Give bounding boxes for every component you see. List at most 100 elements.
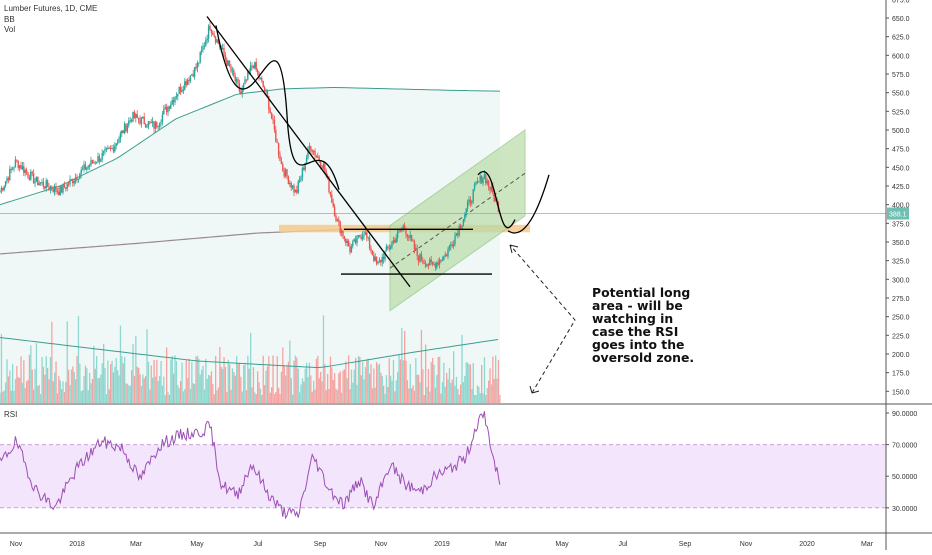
candle-body bbox=[371, 251, 374, 256]
candle-body bbox=[455, 233, 458, 236]
candle-body bbox=[17, 160, 19, 169]
candle-body bbox=[234, 75, 236, 82]
volume-bar bbox=[324, 364, 326, 403]
volume-bar bbox=[416, 374, 418, 403]
candle-body bbox=[205, 40, 207, 46]
candle-body bbox=[359, 235, 361, 238]
volume-bar bbox=[465, 362, 467, 403]
candle-body bbox=[345, 238, 347, 244]
candle-body bbox=[249, 65, 252, 72]
candle-body bbox=[297, 181, 299, 193]
candle-body bbox=[251, 65, 253, 67]
volume-bar bbox=[306, 362, 308, 403]
candle-body bbox=[461, 225, 463, 229]
candle-body bbox=[354, 239, 357, 244]
volume-bar bbox=[427, 369, 430, 403]
candle-body bbox=[308, 146, 311, 148]
candle-body bbox=[410, 235, 413, 240]
candle-body bbox=[49, 186, 52, 190]
volume-bar bbox=[402, 360, 404, 403]
candle-body bbox=[335, 216, 337, 221]
candle-body bbox=[293, 185, 295, 193]
volume-bar bbox=[492, 356, 494, 403]
volume-bar bbox=[454, 385, 456, 403]
volume-bar bbox=[59, 380, 61, 403]
volume-bar bbox=[441, 381, 444, 403]
candle-body bbox=[262, 80, 264, 88]
candle-body bbox=[319, 161, 322, 167]
volume-bar bbox=[224, 367, 227, 403]
volume-bar bbox=[467, 362, 469, 403]
trade-note: Potential long area - will be watching i… bbox=[592, 286, 702, 364]
candle-body bbox=[305, 157, 308, 164]
candle-body bbox=[51, 186, 53, 190]
volume-bar bbox=[159, 375, 161, 403]
candle-body bbox=[0, 187, 3, 192]
volume-bar bbox=[136, 366, 138, 403]
volume-bar bbox=[79, 363, 81, 403]
price-tick-label: 400.0 bbox=[892, 203, 910, 210]
candle-body bbox=[25, 170, 28, 173]
candle-body bbox=[27, 172, 29, 177]
candle-body bbox=[179, 86, 182, 92]
volume-bar bbox=[355, 357, 357, 403]
volume-bar bbox=[395, 380, 397, 403]
candle-body bbox=[311, 150, 313, 152]
candle-body bbox=[321, 166, 323, 169]
volume-bar bbox=[58, 376, 60, 403]
rsi-legend[interactable]: RSI bbox=[4, 410, 18, 419]
candle-body bbox=[294, 189, 297, 193]
bb-legend[interactable]: BB bbox=[4, 15, 15, 24]
candle-body bbox=[328, 178, 330, 193]
candle-body bbox=[420, 254, 423, 261]
volume-bar bbox=[217, 387, 220, 403]
volume-bar bbox=[143, 378, 145, 403]
candle-body bbox=[191, 74, 193, 76]
time-tick-label: 2018 bbox=[69, 541, 85, 548]
vol-legend[interactable]: Vol bbox=[4, 25, 16, 34]
candle-body bbox=[122, 130, 124, 134]
volume-bar bbox=[56, 393, 59, 403]
volume-bar bbox=[138, 367, 140, 403]
volume-bar bbox=[215, 356, 217, 403]
volume-bar bbox=[202, 365, 204, 403]
candle-body bbox=[360, 237, 362, 239]
candle-body bbox=[38, 183, 40, 186]
rsi-tick-label: 70.0000 bbox=[892, 443, 917, 450]
volume-bar bbox=[237, 363, 239, 403]
volume-bar bbox=[248, 368, 250, 403]
volume-bar bbox=[425, 344, 427, 403]
candle-body bbox=[329, 192, 332, 195]
candle-body bbox=[378, 259, 381, 262]
candle-body bbox=[472, 189, 474, 202]
candle-body bbox=[399, 230, 402, 232]
candle-body bbox=[53, 186, 56, 192]
volume-bar bbox=[317, 355, 319, 403]
pointer-arrow bbox=[509, 244, 576, 394]
volume-bar bbox=[163, 376, 165, 403]
candle-body bbox=[86, 167, 88, 170]
candle-body bbox=[419, 254, 421, 262]
price-tick-label: 325.0 bbox=[892, 259, 910, 266]
volume-bar bbox=[468, 364, 470, 403]
time-tick-label: Nov bbox=[10, 541, 23, 548]
candle-body bbox=[290, 183, 292, 188]
candle-body bbox=[466, 202, 469, 209]
volume-bar bbox=[310, 375, 312, 403]
time-tick-label: May bbox=[555, 541, 569, 548]
symbol-legend[interactable]: Lumber Futures, 1D, CME bbox=[4, 4, 98, 13]
volume-bar bbox=[247, 355, 249, 403]
candle-body bbox=[2, 187, 4, 191]
volume-bar bbox=[339, 371, 341, 403]
candle-body bbox=[153, 121, 155, 129]
rsi-tick-label: 90.0000 bbox=[892, 411, 917, 418]
candle-body bbox=[259, 77, 262, 79]
time-tick-label: 2019 bbox=[434, 541, 450, 548]
candle-body bbox=[317, 156, 319, 158]
volume-bar bbox=[374, 387, 376, 403]
volume-bar bbox=[423, 394, 425, 403]
volume-bar bbox=[6, 359, 8, 403]
volume-bar bbox=[493, 378, 495, 403]
volume-bar bbox=[184, 389, 186, 403]
